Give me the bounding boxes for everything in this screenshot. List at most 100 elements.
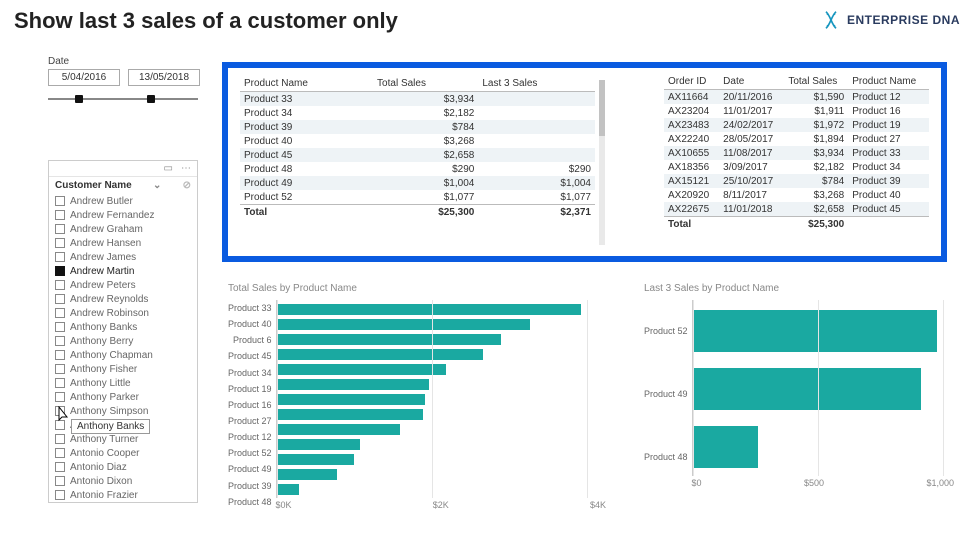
bar[interactable] (277, 304, 582, 315)
slicer-item[interactable]: Antonio Cooper (49, 446, 197, 460)
bar-row[interactable] (277, 452, 606, 467)
col-product[interactable]: Product Name (240, 76, 373, 92)
col-product[interactable]: Product Name (848, 74, 929, 90)
scrollbar[interactable] (599, 80, 605, 245)
slicer-item[interactable]: Antonio Dixon (49, 474, 197, 488)
bar[interactable] (693, 426, 759, 468)
table-row[interactable]: AX2348324/02/2017$1,972Product 19 (664, 118, 929, 132)
checkbox-icon[interactable] (55, 294, 65, 304)
table-row[interactable]: AX209208/11/2017$3,268Product 40 (664, 188, 929, 202)
slicer-item[interactable]: Anthony Little (49, 376, 197, 390)
slicer-item[interactable]: Antonio Diaz (49, 460, 197, 474)
slicer-item[interactable]: Anthony Berry (49, 334, 197, 348)
summary-table[interactable]: Product Name Total Sales Last 3 Sales Pr… (240, 76, 595, 219)
bar-row[interactable] (277, 302, 606, 317)
bar-row[interactable] (693, 418, 954, 476)
checkbox-icon[interactable] (55, 364, 65, 374)
slicer-item[interactable]: Andrew Hansen (49, 236, 197, 250)
slicer-item[interactable]: Andrew Peters (49, 278, 197, 292)
date-range-slider[interactable] (48, 98, 198, 100)
col-order-id[interactable]: Order ID (664, 74, 719, 90)
checkbox-icon[interactable] (55, 196, 65, 206)
slicer-list[interactable]: Anthony Banks Andrew ButlerAndrew Fernan… (49, 194, 197, 502)
bar-row[interactable] (693, 302, 954, 360)
slicer-item[interactable]: Andrew Fernandez (49, 208, 197, 222)
chart-last3-sales[interactable]: Last 3 Sales by Product Name Product 52P… (644, 283, 954, 488)
slicer-item[interactable]: Andrew Robinson (49, 306, 197, 320)
checkbox-icon[interactable] (55, 252, 65, 262)
slicer-item[interactable]: Andrew Martin (49, 264, 197, 278)
slicer-item[interactable]: Anthony Simpson (49, 404, 197, 418)
checkbox-icon[interactable] (55, 224, 65, 234)
table-row[interactable]: Product 49$1,004$1,004 (240, 176, 595, 190)
col-date[interactable]: Date (719, 74, 784, 90)
checkbox-icon[interactable] (55, 490, 65, 500)
bar[interactable] (277, 379, 430, 390)
slicer-item[interactable]: Anthony Banks (49, 320, 197, 334)
bar[interactable] (277, 409, 424, 420)
slicer-item[interactable]: Antonio Frazier (49, 488, 197, 502)
checkbox-icon[interactable] (55, 336, 65, 346)
bar-row[interactable] (277, 392, 606, 407)
date-to-input[interactable]: 13/05/2018 (128, 69, 200, 86)
table-row[interactable]: AX1166420/11/2016$1,590Product 12 (664, 90, 929, 105)
checkbox-icon[interactable] (55, 280, 65, 290)
table-row[interactable]: Product 40$3,268 (240, 134, 595, 148)
customer-slicer[interactable]: ▭ ⋯ Customer Name ⌄ ⊘ Anthony Banks Andr… (48, 160, 198, 503)
table-row[interactable]: Product 39$784 (240, 120, 595, 134)
col-total-sales[interactable]: Total Sales (373, 76, 478, 92)
bar-row[interactable] (277, 377, 606, 392)
bar-row[interactable] (277, 347, 606, 362)
slicer-item[interactable]: Anthony Parker (49, 390, 197, 404)
checkbox-icon[interactable] (55, 448, 65, 458)
date-slicer[interactable]: Date 5/04/2016 13/05/2018 (48, 56, 218, 100)
bar-row[interactable] (277, 332, 606, 347)
bar-row[interactable] (277, 407, 606, 422)
table-row[interactable]: Product 48$290$290 (240, 162, 595, 176)
slicer-item[interactable]: Anthony Chapman (49, 348, 197, 362)
bar-row[interactable] (277, 467, 606, 482)
scrollbar-thumb[interactable] (599, 80, 605, 136)
checkbox-icon[interactable] (55, 420, 65, 430)
clear-icon[interactable]: ⊘ (183, 180, 191, 191)
checkbox-icon[interactable] (55, 434, 65, 444)
table-row[interactable]: AX1065511/08/2017$3,934Product 33 (664, 146, 929, 160)
slider-thumb-end[interactable] (147, 95, 155, 103)
bar-row[interactable] (277, 482, 606, 497)
checkbox-icon[interactable] (55, 238, 65, 248)
checkbox-icon[interactable] (55, 350, 65, 360)
table-row[interactable]: AX1512125/10/2017$784Product 39 (664, 174, 929, 188)
table-row[interactable]: Product 45$2,658 (240, 148, 595, 162)
table-row[interactable]: Product 52$1,077$1,077 (240, 190, 595, 205)
bar[interactable] (693, 368, 921, 410)
slicer-item[interactable]: Andrew Reynolds (49, 292, 197, 306)
bar-row[interactable] (277, 362, 606, 377)
bar-row[interactable] (277, 422, 606, 437)
slicer-item[interactable]: Andrew Graham (49, 222, 197, 236)
bar-row[interactable] (277, 317, 606, 332)
checkbox-icon[interactable] (55, 462, 65, 472)
bar[interactable] (277, 424, 400, 435)
bar[interactable] (277, 454, 355, 465)
slider-thumb-start[interactable] (75, 95, 83, 103)
checkbox-icon[interactable] (55, 266, 65, 276)
chart-total-sales[interactable]: Total Sales by Product Name Product 33Pr… (228, 283, 606, 510)
slicer-item[interactable]: Andrew Butler (49, 194, 197, 208)
checkbox-icon[interactable] (55, 476, 65, 486)
col-last3[interactable]: Last 3 Sales (478, 76, 595, 92)
bar[interactable] (277, 484, 299, 495)
bar[interactable] (277, 319, 530, 330)
bar-row[interactable] (693, 360, 954, 418)
checkbox-icon[interactable] (55, 406, 65, 416)
focus-mode-icon[interactable]: ▭ (164, 163, 173, 174)
slicer-item[interactable]: Andrew James (49, 250, 197, 264)
orders-table[interactable]: Order ID Date Total Sales Product Name A… (664, 74, 929, 231)
checkbox-icon[interactable] (55, 378, 65, 388)
slicer-item[interactable]: Anthony Turner (49, 432, 197, 446)
bar[interactable] (693, 310, 938, 352)
checkbox-icon[interactable] (55, 308, 65, 318)
bar-row[interactable] (277, 437, 606, 452)
bar[interactable] (277, 334, 502, 345)
table-row[interactable]: Product 33$3,934 (240, 92, 595, 107)
bar[interactable] (277, 349, 483, 360)
